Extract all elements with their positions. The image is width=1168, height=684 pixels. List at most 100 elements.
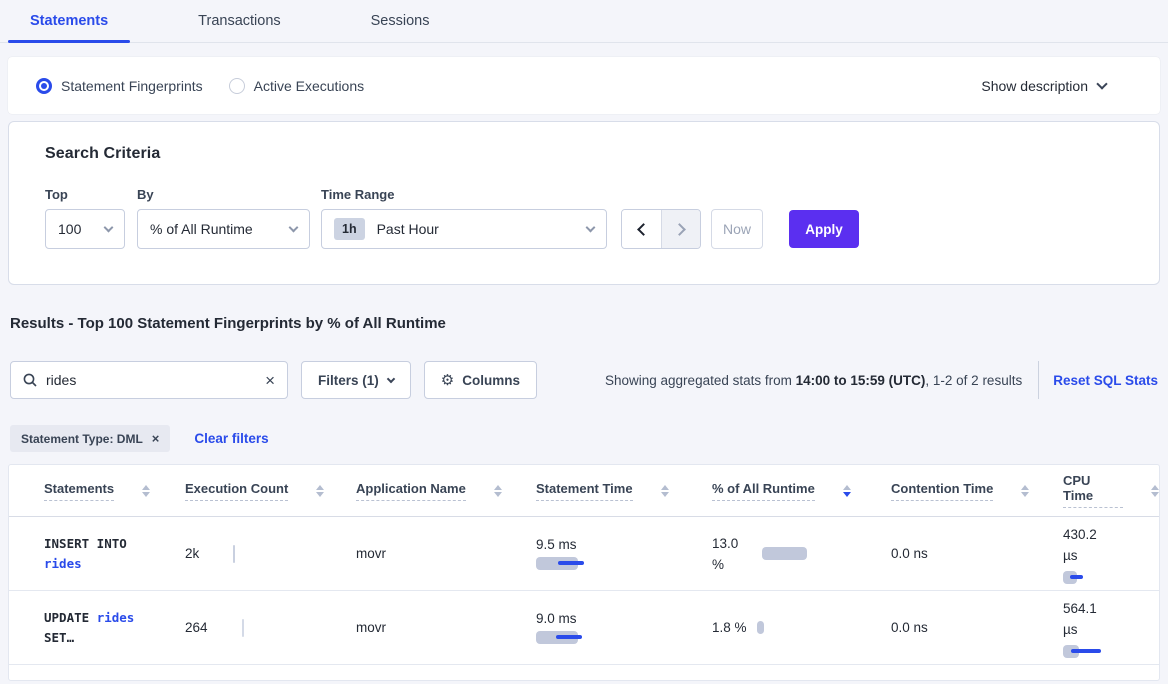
view-mode-bar: Statement Fingerprints Active Executions… (8, 57, 1160, 114)
reset-sql-stats-link[interactable]: Reset SQL Stats (1053, 372, 1158, 388)
sort-icon-active-desc[interactable] (842, 484, 851, 497)
execution-count-cell: 264 (185, 618, 356, 637)
col-header-contention-time[interactable]: Contention Time (891, 481, 1063, 501)
statement-link[interactable]: rides (44, 555, 82, 571)
time-step-buttons (621, 209, 701, 249)
contention-time-cell: 0.0 ns (891, 620, 928, 635)
chevron-right-icon (672, 222, 686, 236)
col-label: Statements (44, 481, 115, 501)
pct-runtime-value: 1.8 % (712, 620, 747, 635)
radio-unselected-icon (228, 77, 245, 94)
top-select-value: 100 (58, 221, 82, 237)
radio-active-executions-label: Active Executions (253, 77, 365, 94)
next-time-button[interactable] (661, 210, 700, 248)
sort-icon[interactable] (493, 484, 502, 497)
sort-icon[interactable] (1151, 484, 1159, 497)
col-header-application-name[interactable]: Application Name (356, 481, 536, 501)
time-range-value: Past Hour (376, 221, 439, 237)
filters-button-label: Filters (1) (318, 372, 379, 388)
chevron-down-icon (288, 222, 299, 232)
by-select-value: % of All Runtime (150, 221, 253, 237)
radio-active-executions[interactable]: Active Executions (228, 77, 365, 94)
table-row[interactable]: UPDATE rides SET… 264 movr 9.0 ms 1.8 % … (9, 591, 1159, 665)
chevron-down-icon (386, 374, 396, 384)
chevron-down-icon (103, 222, 114, 232)
gear-icon: ⚙ (440, 372, 455, 389)
by-select[interactable]: % of All Runtime (137, 209, 310, 249)
col-label: Application Name (356, 481, 466, 501)
filters-button[interactable]: Filters (1) (301, 361, 411, 399)
sort-icon[interactable] (142, 484, 151, 497)
cpu-time-bar (1063, 570, 1083, 584)
search-criteria-card: Search Criteria Top 100 By % of All Runt… (8, 121, 1160, 285)
application-name-cell: movr (356, 620, 386, 635)
execution-count-value: 2k (185, 546, 200, 561)
results-heading: Results - Top 100 Statement Fingerprints… (10, 315, 446, 332)
time-range-select[interactable]: 1h Past Hour (321, 209, 607, 249)
col-label: % of All Runtime (712, 481, 815, 501)
statement-cell: INSERT INTO rides (9, 534, 185, 574)
pct-runtime-cell: 13.0 % (712, 533, 891, 575)
tab-transactions[interactable]: Transactions (176, 0, 302, 42)
col-header-pct-runtime[interactable]: % of All Runtime (712, 481, 891, 501)
show-description-toggle[interactable]: Show description (981, 78, 1132, 94)
execution-count-cell: 2k (185, 544, 356, 563)
vertical-divider (1038, 361, 1040, 399)
statement-link[interactable]: rides (96, 609, 135, 625)
col-header-statement-time[interactable]: Statement Time (536, 481, 712, 501)
table-row[interactable]: INSERT INTO rides 2k movr 9.5 ms 13.0 % … (9, 517, 1159, 591)
col-header-cpu-time[interactable]: CPU Time (1063, 473, 1159, 508)
previous-time-button[interactable] (622, 210, 661, 248)
top-select[interactable]: 100 (45, 209, 125, 249)
search-criteria-controls: Top 100 By % of All Runtime Time Range 1… (45, 187, 1123, 249)
filter-pill-statement-type[interactable]: Statement Type: DML × (10, 425, 171, 452)
col-header-execution-count[interactable]: Execution Count (185, 481, 356, 501)
cpu-time-bar (1063, 644, 1101, 658)
tab-statements[interactable]: Statements (8, 0, 131, 43)
apply-button-label: Apply (805, 221, 843, 237)
columns-button[interactable]: ⚙ Columns (423, 361, 537, 399)
statement-keyword: INSERT INTO (44, 535, 127, 551)
search-input[interactable] (46, 372, 266, 388)
execution-count-bar (241, 618, 244, 637)
results-toolbar: × Filters (1) ⚙ Columns Showing aggregat… (10, 361, 1158, 399)
clear-search-icon[interactable]: × (265, 370, 275, 390)
radio-selected-icon (36, 77, 52, 94)
col-label: Execution Count (185, 481, 289, 501)
statement-keyword: UPDATE (44, 609, 90, 625)
radio-statement-fingerprints[interactable]: Statement Fingerprints (36, 77, 203, 94)
col-header-statements[interactable]: Statements (9, 481, 185, 501)
now-button[interactable]: Now (711, 209, 763, 249)
search-criteria-title: Search Criteria (45, 145, 161, 162)
execution-count-value: 264 (185, 620, 208, 635)
chevron-down-icon (1096, 77, 1108, 90)
clear-filters-link[interactable]: Clear filters (194, 431, 269, 446)
now-button-label: Now (722, 221, 751, 237)
chevron-down-icon (585, 222, 596, 232)
search-icon (23, 373, 37, 387)
remove-filter-icon[interactable]: × (151, 431, 160, 446)
col-label: Contention Time (891, 481, 994, 501)
statement-cell: UPDATE rides SET… (9, 608, 185, 648)
search-box[interactable]: × (10, 361, 288, 399)
top-tab-bar: Statements Transactions Sessions (0, 0, 1168, 43)
table-header-row: Statements Execution Count Application N… (9, 465, 1159, 517)
pct-runtime-bar (762, 547, 807, 560)
tab-statements-label: Statements (30, 13, 109, 29)
statement-more: SET… (44, 629, 75, 645)
statement-time-value: 9.5 ms (536, 537, 577, 552)
apply-button[interactable]: Apply (789, 210, 859, 248)
sort-icon[interactable] (316, 484, 325, 497)
aggregated-stats-text: Showing aggregated stats from 14:00 to 1… (605, 373, 1022, 388)
tab-sessions[interactable]: Sessions (349, 0, 452, 42)
sort-icon[interactable] (1021, 484, 1030, 497)
show-description-label: Show description (981, 77, 1088, 94)
statement-time-value: 9.0 ms (536, 611, 577, 626)
cpu-time-value: 430.2 µs (1063, 526, 1097, 563)
stats-prefix: Showing aggregated stats from (605, 372, 796, 388)
sort-icon[interactable] (660, 484, 669, 497)
filter-pill-label: Statement Type: DML (21, 431, 143, 446)
active-filters-row: Statement Type: DML × Clear filters (10, 425, 1158, 452)
top-label: Top (45, 187, 68, 202)
time-range-badge: 1h (334, 218, 365, 240)
